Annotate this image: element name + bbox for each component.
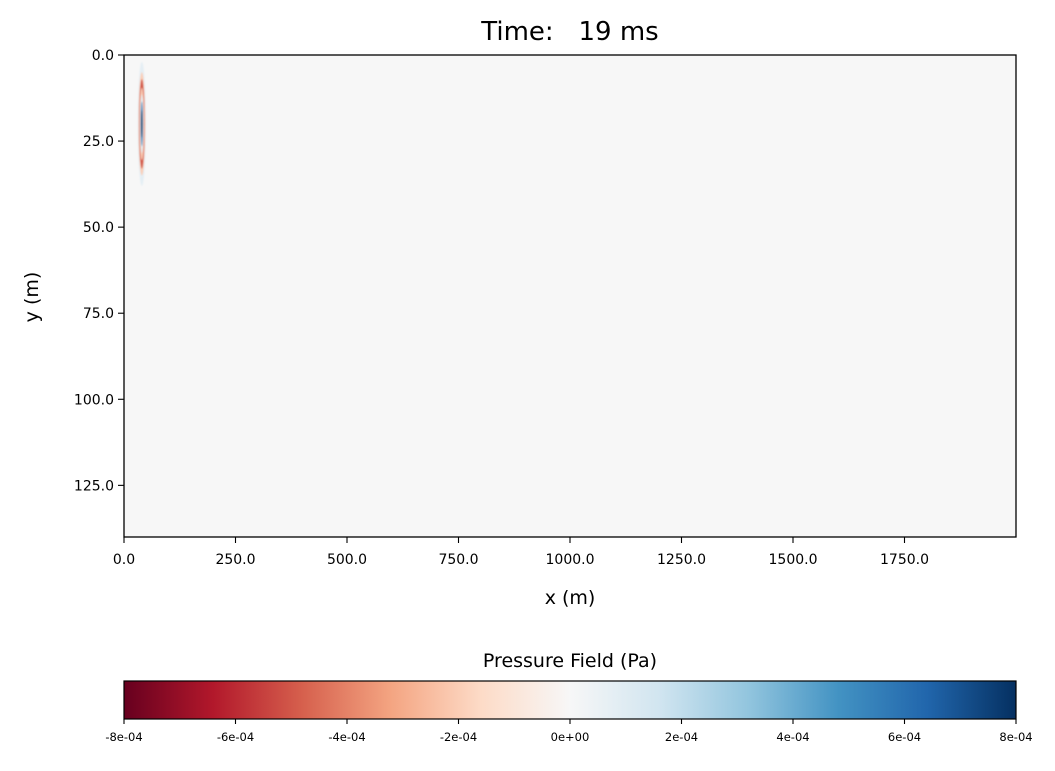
x-tick-label: 250.0: [215, 552, 255, 568]
colorbar-gradient: [123, 680, 1017, 720]
x-tick-label: 750.0: [438, 552, 478, 568]
colorbar: Pressure Field (Pa) -8e-04 -6e-04 -4e-04 -2…: [105, 650, 1032, 744]
y-tick-label: 75.0: [83, 306, 114, 322]
y-tick-label: 50.0: [83, 220, 114, 236]
colorbar-tick-label: -6e-04: [217, 730, 254, 744]
x-tick-label: 1750.0: [880, 552, 929, 568]
y-tick-label: 0.0: [92, 48, 114, 64]
colorbar-ticks: -8e-04 -6e-04 -4e-04 -2e-04 0e+00 2e-04 4e-04 6…: [105, 719, 1033, 744]
x-tick-label: 1500.0: [769, 552, 818, 568]
colorbar-tick-label: 6e-04: [888, 730, 921, 744]
x-tick-label: 500.0: [327, 552, 367, 568]
colorbar-tick-label: 2e-04: [665, 730, 698, 744]
colorbar-tick-label: 4e-04: [776, 730, 809, 744]
x-axis-label: x (m): [545, 587, 596, 609]
y-tick-label: 25.0: [83, 134, 114, 150]
y-tick-label: 100.0: [74, 392, 114, 408]
colorbar-label: Pressure Field (Pa): [483, 650, 657, 672]
colorbar-tick-label: -4e-04: [328, 730, 365, 744]
wavefront: [137, 61, 146, 186]
colorbar-tick-label: 8e-04: [999, 730, 1032, 744]
wavefront-ring: [141, 110, 143, 138]
x-tick-label: 0.0: [113, 552, 135, 568]
x-tick-label: 1000.0: [546, 552, 595, 568]
colorbar-tick-label: -2e-04: [440, 730, 477, 744]
plot-area: 0.0 250.0 500.0 750.0 1000.0 1250.0 1500.0 1750…: [74, 48, 1017, 568]
y-axis-ticks: 0.0 25.0 50.0 75.0 100.0 125.0: [74, 48, 124, 494]
y-tick-label: 125.0: [74, 478, 114, 494]
x-axis-ticks: 0.0 250.0 500.0 750.0 1000.0 1250.0 1500.0 1750…: [113, 537, 929, 568]
pressure-field-background: [124, 55, 1016, 537]
chart-title: Time: 19 ms: [480, 17, 658, 47]
colorbar-tick-label: -8e-04: [105, 730, 142, 744]
x-tick-label: 1250.0: [657, 552, 706, 568]
colorbar-tick-label: 0e+00: [551, 730, 590, 744]
y-axis-label: y (m): [21, 272, 43, 323]
